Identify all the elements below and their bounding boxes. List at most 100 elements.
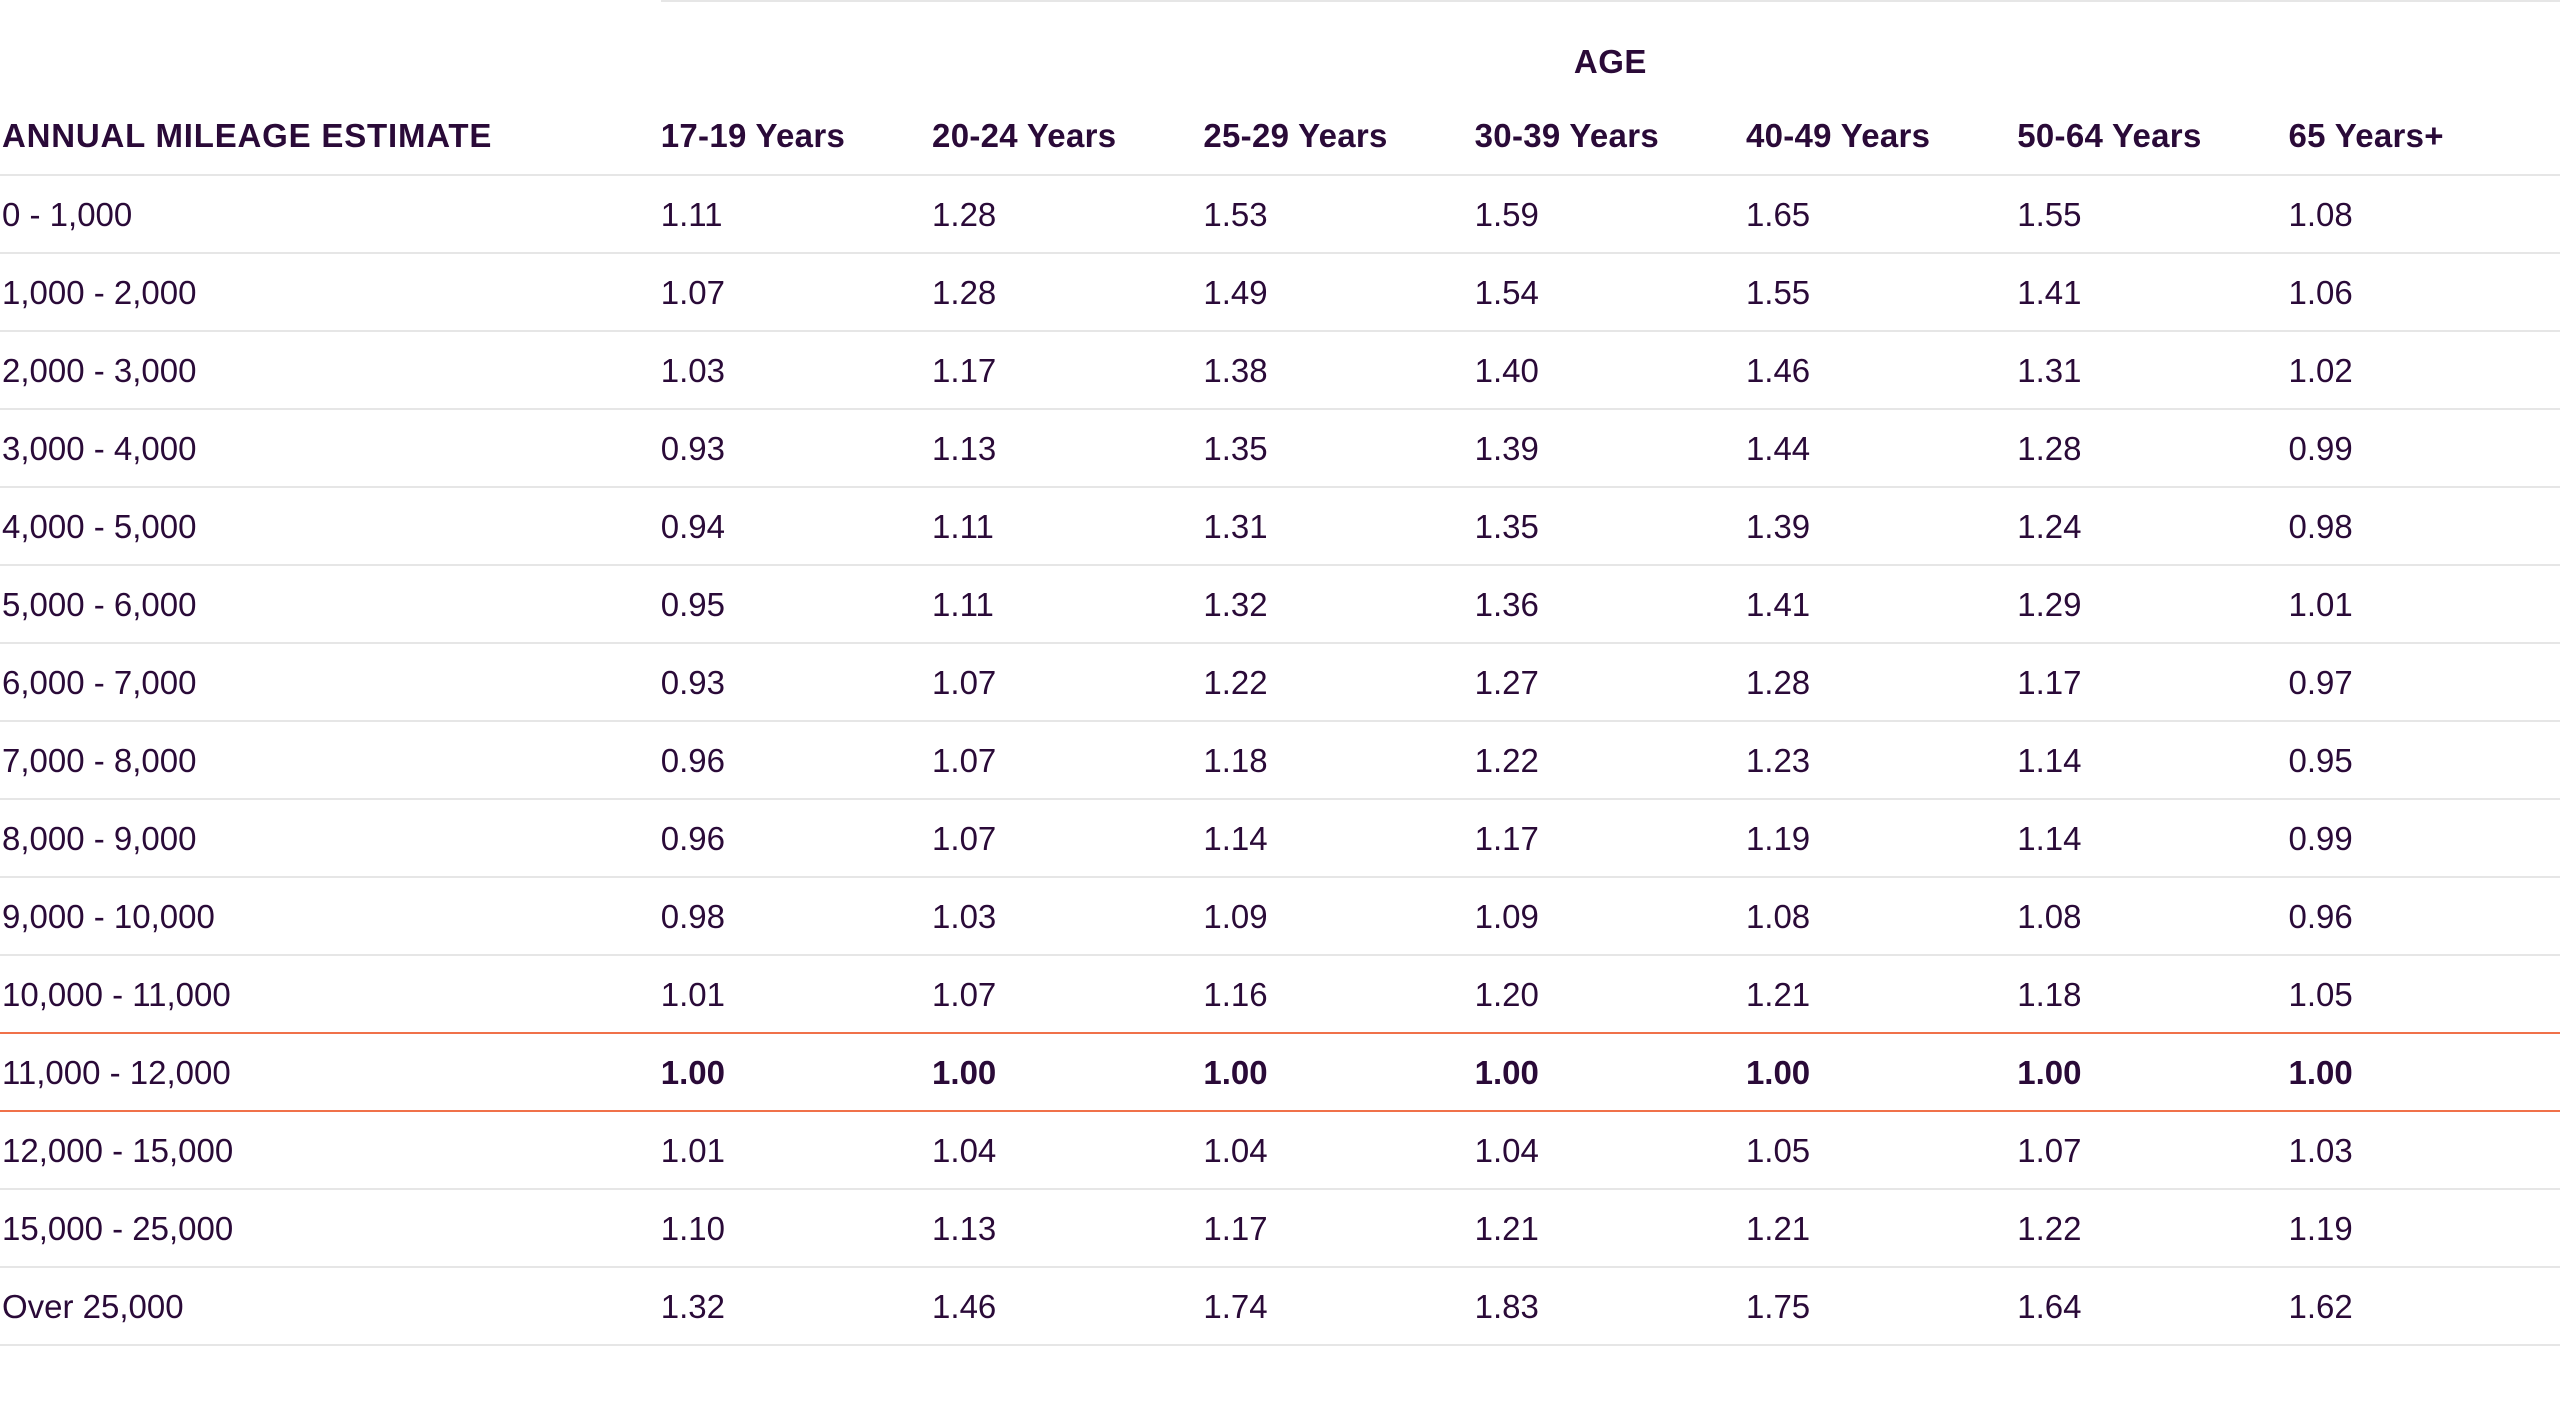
table-row: 12,000 - 15,000 1.01 1.04 1.04 1.04 1.05… <box>0 1111 2560 1189</box>
cell: 1.28 <box>932 175 1203 253</box>
cell: 1.32 <box>661 1267 932 1345</box>
cell: 1.03 <box>932 877 1203 955</box>
col-header: 40-49 Years <box>1746 96 2017 175</box>
cell: 1.59 <box>1475 175 1746 253</box>
cell: 1.04 <box>932 1111 1203 1189</box>
cell: 1.01 <box>661 1111 932 1189</box>
cell: 1.00 <box>932 1033 1203 1111</box>
row-label: 0 - 1,000 <box>0 175 661 253</box>
row-label: 10,000 - 11,000 <box>0 955 661 1033</box>
cell: 1.55 <box>1746 253 2017 331</box>
cell: 1.41 <box>2017 253 2288 331</box>
cell: 1.07 <box>932 955 1203 1033</box>
cell: 0.98 <box>661 877 932 955</box>
cell: 1.08 <box>2289 175 2560 253</box>
cell: 1.19 <box>2289 1189 2560 1267</box>
cell: 1.46 <box>1746 331 2017 409</box>
cell: 1.05 <box>1746 1111 2017 1189</box>
cell: 0.93 <box>661 643 932 721</box>
cell: 0.99 <box>2289 799 2560 877</box>
cell: 0.96 <box>661 799 932 877</box>
cell: 1.04 <box>1475 1111 1746 1189</box>
cell: 1.17 <box>2017 643 2288 721</box>
table-row: 1,000 - 2,000 1.07 1.28 1.49 1.54 1.55 1… <box>0 253 2560 331</box>
mileage-age-table: AGE ANNUAL MILEAGE ESTIMATE 17-19 Years … <box>0 0 2560 1346</box>
row-label: 4,000 - 5,000 <box>0 487 661 565</box>
table-row: Over 25,000 1.32 1.46 1.74 1.83 1.75 1.6… <box>0 1267 2560 1345</box>
cell: 1.03 <box>661 331 932 409</box>
cell: 1.18 <box>1203 721 1474 799</box>
col-header: 25-29 Years <box>1203 96 1474 175</box>
table-column-header-row: ANNUAL MILEAGE ESTIMATE 17-19 Years 20-2… <box>0 96 2560 175</box>
table-row: 10,000 - 11,000 1.01 1.07 1.16 1.20 1.21… <box>0 955 2560 1033</box>
row-label: 7,000 - 8,000 <box>0 721 661 799</box>
cell: 1.22 <box>2017 1189 2288 1267</box>
cell: 1.06 <box>2289 253 2560 331</box>
col-header: 30-39 Years <box>1475 96 1746 175</box>
cell: 1.07 <box>2017 1111 2288 1189</box>
cell: 1.07 <box>932 799 1203 877</box>
cell: 1.75 <box>1746 1267 2017 1345</box>
cell: 1.13 <box>932 409 1203 487</box>
cell: 1.38 <box>1203 331 1474 409</box>
col-header: 50-64 Years <box>2017 96 2288 175</box>
cell: 1.83 <box>1475 1267 1746 1345</box>
row-label: 2,000 - 3,000 <box>0 331 661 409</box>
cell: 1.21 <box>1475 1189 1746 1267</box>
cell: 1.11 <box>661 175 932 253</box>
cell: 1.31 <box>1203 487 1474 565</box>
cell: 1.44 <box>1746 409 2017 487</box>
col-header: 17-19 Years <box>661 96 932 175</box>
cell: 1.23 <box>1746 721 2017 799</box>
row-label: 9,000 - 10,000 <box>0 877 661 955</box>
cell: 1.35 <box>1203 409 1474 487</box>
super-header-age: AGE <box>661 1 2560 96</box>
cell: 1.00 <box>1746 1033 2017 1111</box>
cell: 0.98 <box>2289 487 2560 565</box>
cell: 1.08 <box>1746 877 2017 955</box>
cell: 1.65 <box>1746 175 2017 253</box>
cell: 1.27 <box>1475 643 1746 721</box>
cell: 1.07 <box>932 721 1203 799</box>
cell: 1.54 <box>1475 253 1746 331</box>
row-label: 5,000 - 6,000 <box>0 565 661 643</box>
row-label: Over 25,000 <box>0 1267 661 1345</box>
cell: 1.18 <box>2017 955 2288 1033</box>
cell: 1.05 <box>2289 955 2560 1033</box>
cell: 1.13 <box>932 1189 1203 1267</box>
cell: 1.28 <box>932 253 1203 331</box>
cell: 1.17 <box>932 331 1203 409</box>
cell: 1.64 <box>2017 1267 2288 1345</box>
cell: 1.17 <box>1203 1189 1474 1267</box>
table-row: 7,000 - 8,000 0.96 1.07 1.18 1.22 1.23 1… <box>0 721 2560 799</box>
table-row: 6,000 - 7,000 0.93 1.07 1.22 1.27 1.28 1… <box>0 643 2560 721</box>
cell: 1.10 <box>661 1189 932 1267</box>
row-header-label: ANNUAL MILEAGE ESTIMATE <box>0 96 661 175</box>
cell: 0.94 <box>661 487 932 565</box>
super-header-spacer <box>0 1 661 96</box>
cell: 1.04 <box>1203 1111 1474 1189</box>
cell: 1.20 <box>1475 955 1746 1033</box>
cell: 1.11 <box>932 565 1203 643</box>
cell: 1.35 <box>1475 487 1746 565</box>
cell: 1.22 <box>1475 721 1746 799</box>
cell: 1.09 <box>1475 877 1746 955</box>
cell: 1.31 <box>2017 331 2288 409</box>
cell: 1.07 <box>932 643 1203 721</box>
cell: 1.28 <box>2017 409 2288 487</box>
cell: 1.39 <box>1475 409 1746 487</box>
row-label: 3,000 - 4,000 <box>0 409 661 487</box>
cell: 1.24 <box>2017 487 2288 565</box>
cell: 1.22 <box>1203 643 1474 721</box>
cell: 1.01 <box>2289 565 2560 643</box>
row-label: 11,000 - 12,000 <box>0 1033 661 1111</box>
cell: 1.14 <box>1203 799 1474 877</box>
row-label: 15,000 - 25,000 <box>0 1189 661 1267</box>
cell: 1.01 <box>661 955 932 1033</box>
table-row: 2,000 - 3,000 1.03 1.17 1.38 1.40 1.46 1… <box>0 331 2560 409</box>
table-row: 3,000 - 4,000 0.93 1.13 1.35 1.39 1.44 1… <box>0 409 2560 487</box>
table-row: 8,000 - 9,000 0.96 1.07 1.14 1.17 1.19 1… <box>0 799 2560 877</box>
cell: 1.28 <box>1746 643 2017 721</box>
cell: 1.16 <box>1203 955 1474 1033</box>
cell: 1.29 <box>2017 565 2288 643</box>
